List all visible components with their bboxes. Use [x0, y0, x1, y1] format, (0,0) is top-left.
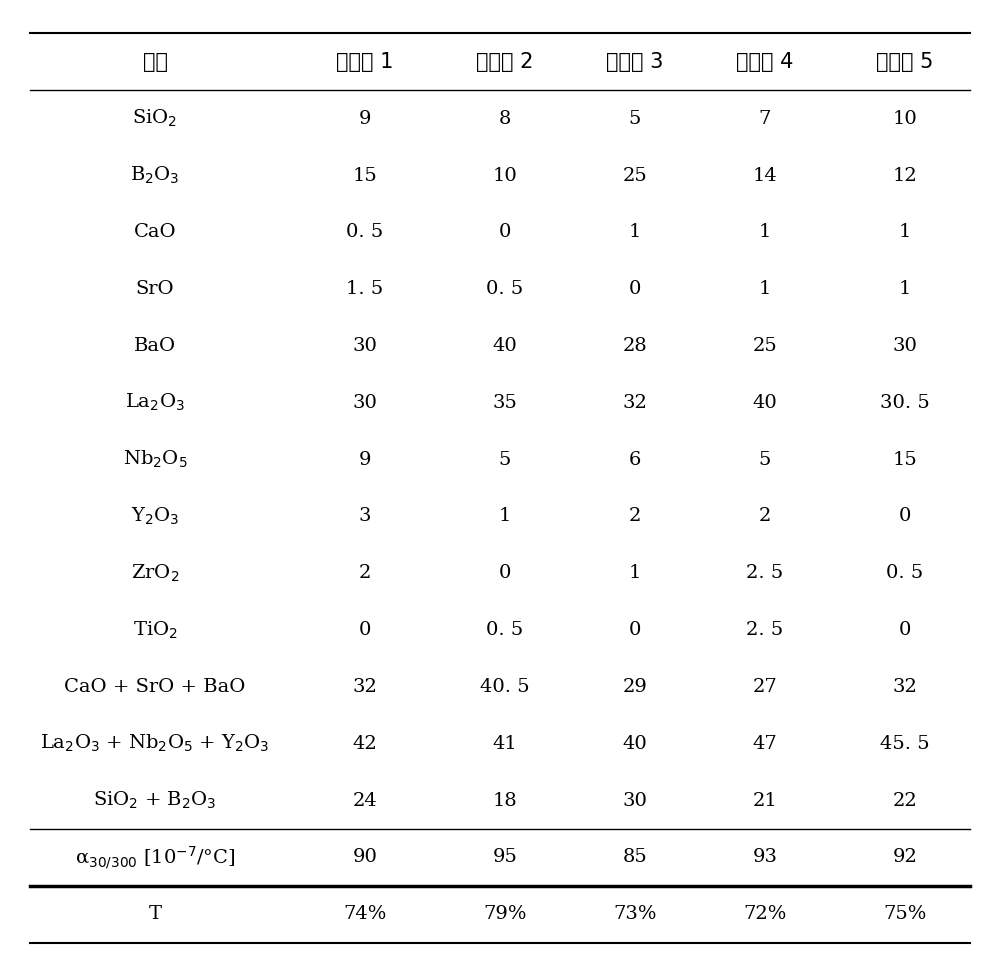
Text: 实施例 1: 实施例 1: [336, 52, 394, 72]
Text: 30: 30: [893, 337, 917, 355]
Text: 14: 14: [753, 167, 777, 185]
Text: 2. 5: 2. 5: [746, 565, 784, 582]
Text: 5: 5: [499, 451, 511, 469]
Text: 1: 1: [899, 280, 911, 299]
Text: 7: 7: [759, 110, 771, 127]
Text: 0: 0: [899, 507, 911, 525]
Text: 35: 35: [493, 394, 517, 412]
Text: 1: 1: [759, 280, 771, 299]
Text: 0. 5: 0. 5: [346, 223, 384, 241]
Text: 30. 5: 30. 5: [880, 394, 930, 412]
Text: 8: 8: [499, 110, 511, 127]
Text: 27: 27: [753, 678, 777, 696]
Text: 40: 40: [623, 735, 647, 753]
Text: 28: 28: [623, 337, 647, 355]
Text: 47: 47: [753, 735, 777, 753]
Text: SiO$_2$: SiO$_2$: [132, 108, 178, 129]
Text: 2: 2: [629, 507, 641, 525]
Text: 32: 32: [623, 394, 647, 412]
Text: 0: 0: [629, 280, 641, 299]
Text: 9: 9: [359, 451, 371, 469]
Text: 10: 10: [493, 167, 517, 185]
Text: 24: 24: [353, 791, 377, 810]
Text: La$_2$O$_3$ + Nb$_2$O$_5$ + Y$_2$O$_3$: La$_2$O$_3$ + Nb$_2$O$_5$ + Y$_2$O$_3$: [40, 733, 270, 754]
Text: 74%: 74%: [343, 905, 387, 924]
Text: 组成: 组成: [143, 52, 168, 72]
Text: 40: 40: [753, 394, 777, 412]
Text: 3: 3: [359, 507, 371, 525]
Text: 41: 41: [493, 735, 517, 753]
Text: 95: 95: [493, 849, 517, 866]
Text: 0: 0: [499, 565, 511, 582]
Text: 1: 1: [629, 565, 641, 582]
Text: 40. 5: 40. 5: [480, 678, 530, 696]
Text: TiO$_2$: TiO$_2$: [133, 619, 177, 641]
Text: 5: 5: [629, 110, 641, 127]
Text: 实施例 4: 实施例 4: [736, 52, 794, 72]
Text: 40: 40: [493, 337, 517, 355]
Text: 5: 5: [759, 451, 771, 469]
Text: 1: 1: [629, 223, 641, 241]
Text: 15: 15: [353, 167, 377, 185]
Text: 90: 90: [353, 849, 377, 866]
Text: SiO$_2$ + B$_2$O$_3$: SiO$_2$ + B$_2$O$_3$: [93, 790, 217, 812]
Text: 79%: 79%: [483, 905, 527, 924]
Text: 25: 25: [623, 167, 647, 185]
Text: 9: 9: [359, 110, 371, 127]
Text: 30: 30: [623, 791, 647, 810]
Text: SrO: SrO: [136, 280, 174, 299]
Text: 32: 32: [893, 678, 917, 696]
Text: 21: 21: [753, 791, 777, 810]
Text: 45. 5: 45. 5: [880, 735, 930, 753]
Text: 18: 18: [493, 791, 517, 810]
Text: 29: 29: [623, 678, 647, 696]
Text: 10: 10: [893, 110, 917, 127]
Text: 1. 5: 1. 5: [346, 280, 384, 299]
Text: 42: 42: [353, 735, 377, 753]
Text: 2: 2: [759, 507, 771, 525]
Text: 75%: 75%: [883, 905, 927, 924]
Text: 0. 5: 0. 5: [886, 565, 924, 582]
Text: BaO: BaO: [134, 337, 176, 355]
Text: 30: 30: [353, 394, 377, 412]
Text: 2. 5: 2. 5: [746, 621, 784, 639]
Text: CaO + SrO + BaO: CaO + SrO + BaO: [64, 678, 246, 696]
Text: 15: 15: [893, 451, 917, 469]
Text: 1: 1: [899, 223, 911, 241]
Text: La$_2$O$_3$: La$_2$O$_3$: [125, 392, 185, 413]
Text: 0: 0: [359, 621, 371, 639]
Text: 30: 30: [353, 337, 377, 355]
Text: 1: 1: [759, 223, 771, 241]
Text: 93: 93: [752, 849, 777, 866]
Text: 2: 2: [359, 565, 371, 582]
Text: 0: 0: [499, 223, 511, 241]
Text: 85: 85: [623, 849, 647, 866]
Text: 73%: 73%: [613, 905, 657, 924]
Text: 32: 32: [353, 678, 377, 696]
Text: 0. 5: 0. 5: [486, 280, 524, 299]
Text: 25: 25: [753, 337, 777, 355]
Text: 0: 0: [629, 621, 641, 639]
Text: Y$_2$O$_3$: Y$_2$O$_3$: [131, 506, 179, 527]
Text: 6: 6: [629, 451, 641, 469]
Text: 72%: 72%: [743, 905, 787, 924]
Text: CaO: CaO: [134, 223, 176, 241]
Text: 22: 22: [893, 791, 917, 810]
Text: 0. 5: 0. 5: [486, 621, 524, 639]
Text: α$_{30/300}$ [10$^{-7}$/°C]: α$_{30/300}$ [10$^{-7}$/°C]: [75, 844, 235, 871]
Text: 实施例 2: 实施例 2: [476, 52, 534, 72]
Text: 0: 0: [899, 621, 911, 639]
Text: T: T: [148, 905, 162, 924]
Text: Nb$_2$O$_5$: Nb$_2$O$_5$: [123, 449, 187, 470]
Text: ZrO$_2$: ZrO$_2$: [131, 563, 179, 584]
Text: 实施例 3: 实施例 3: [606, 52, 664, 72]
Text: 实施例 5: 实施例 5: [876, 52, 934, 72]
Text: 1: 1: [499, 507, 511, 525]
Text: B$_2$O$_3$: B$_2$O$_3$: [130, 165, 180, 187]
Text: 92: 92: [893, 849, 917, 866]
Text: 12: 12: [893, 167, 917, 185]
